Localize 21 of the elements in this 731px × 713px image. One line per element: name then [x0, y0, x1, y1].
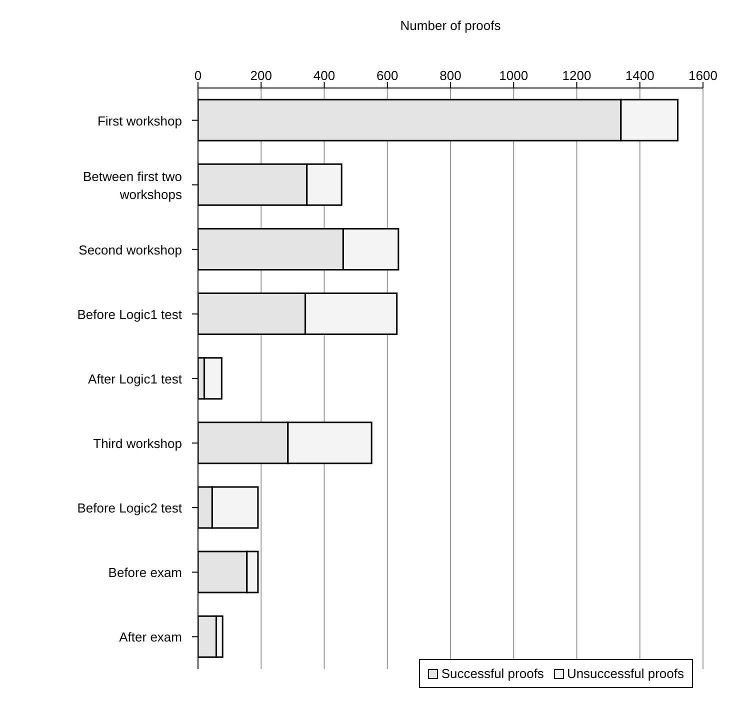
x-tick-label: 0 [194, 68, 202, 83]
x-tick-label: 1000 [499, 68, 528, 83]
y-tick-label: Third workshop [93, 436, 182, 451]
y-tick-label: Before exam [108, 564, 182, 580]
y-tick-label: Second workshop [78, 242, 182, 257]
legend-label: Successful proofs [440, 666, 544, 681]
y-tick-label: After Logic1 test [88, 371, 182, 386]
y-tick-label: Before Logic1 test [77, 306, 182, 322]
y-tick-label: Before Logic2 test [77, 500, 182, 516]
x-axis-title: Number of proofs [400, 18, 502, 33]
x-tick-label: 1200 [562, 68, 592, 83]
x-tick-label: 400 [313, 68, 336, 83]
y-tick-label: First workshop [97, 112, 182, 128]
x-tick-label: 1600 [688, 68, 718, 83]
x-tick-label: 800 [440, 68, 462, 83]
x-tick-label: 1400 [625, 68, 654, 83]
y-tick-label: After exam [119, 629, 182, 644]
y-tick-label: Between first two workshops [83, 168, 182, 202]
x-tick-label: 600 [376, 68, 398, 83]
legend-label: Unsuccessful proofs [566, 666, 684, 681]
x-tick-label: 200 [250, 68, 272, 83]
